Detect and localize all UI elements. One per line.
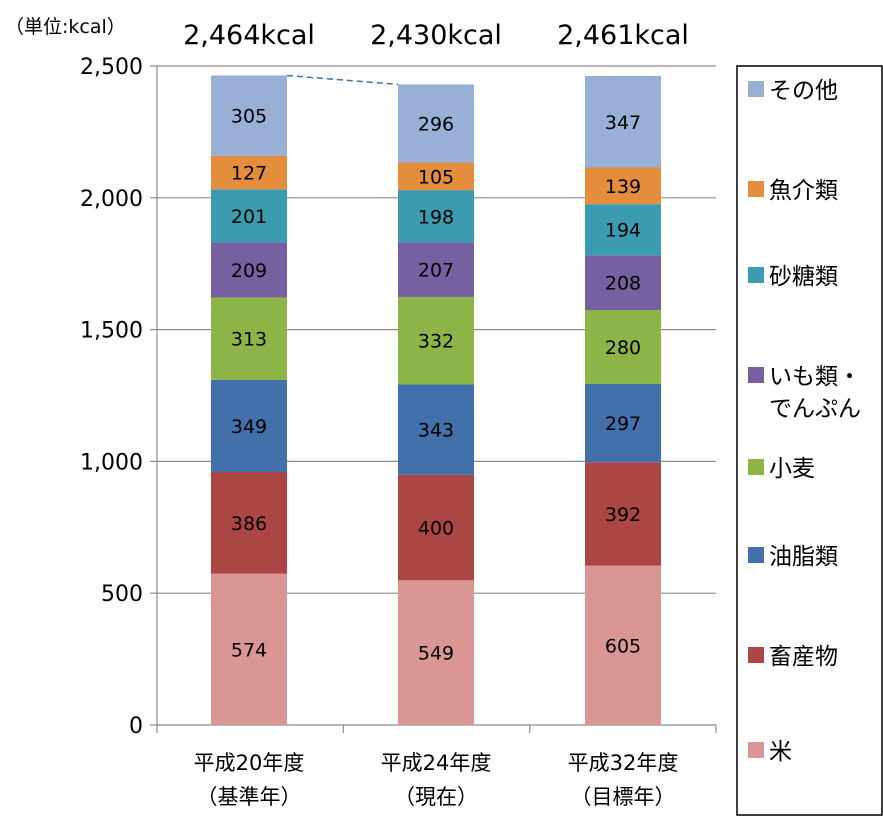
- segment-value-label: 313: [231, 329, 267, 351]
- segment-value-label: 392: [605, 504, 641, 526]
- legend-label: 小麦: [769, 456, 815, 482]
- segment-labels: 574 386 349 313 209 201 127 305 549 400 343 332 207 1…: [231, 106, 641, 665]
- bar-segment: [585, 310, 661, 384]
- y-tick-label: 2,500: [80, 55, 143, 80]
- legend-label: 砂糖類: [769, 264, 838, 290]
- segment-value-label: 280: [605, 337, 641, 359]
- segment-value-label: 349: [231, 416, 267, 438]
- bar-segment: [211, 75, 287, 156]
- y-tick-label: 1,500: [80, 319, 143, 344]
- category-label: 平成20年度: [194, 751, 305, 775]
- y-tick-label: 500: [101, 582, 143, 607]
- segment-value-label: 297: [605, 413, 641, 435]
- segment-value-label: 201: [231, 206, 267, 228]
- legend-swatch: [748, 547, 764, 563]
- segment-value-label: 343: [418, 420, 454, 442]
- bar-segment: [211, 471, 287, 574]
- bar-segment: [585, 462, 661, 566]
- legend-swatch: [748, 367, 764, 383]
- segment-value-label: 208: [605, 273, 641, 295]
- segment-value-label: 194: [605, 220, 641, 242]
- legend-label: 油脂類: [769, 544, 838, 570]
- bar-segment: [398, 242, 474, 297]
- segment-value-label: 105: [418, 166, 454, 188]
- segment-value-label: 127: [231, 163, 267, 185]
- y-tick-label: 2,000: [80, 187, 143, 212]
- bar-segment: [585, 255, 661, 311]
- unit-label: （単位:kcal）: [5, 16, 126, 38]
- segment-value-label: 296: [418, 113, 454, 135]
- category-label: （現在）: [394, 785, 478, 809]
- legend-swatch: [748, 81, 764, 97]
- bar-segment: [585, 76, 661, 168]
- bar-segment: [585, 204, 661, 256]
- segment-value-label: 605: [605, 635, 641, 657]
- segment-value-label: 305: [231, 106, 267, 128]
- segment-value-label: 574: [231, 639, 267, 661]
- segment-value-label: 400: [418, 518, 454, 540]
- legend-label: 畜産物: [769, 644, 838, 670]
- legend-label: その他: [769, 78, 838, 104]
- legend-swatch: [748, 742, 764, 758]
- bar-segment: [398, 84, 474, 163]
- bar-segment: [585, 565, 661, 725]
- bar-segment: [398, 384, 474, 475]
- legend-box: [736, 65, 883, 816]
- legend-swatch: [748, 181, 764, 197]
- category-label: 平成24年度: [381, 751, 492, 775]
- bar-segment: [211, 189, 287, 243]
- category-label: （基準年）: [197, 785, 302, 809]
- category-labels: 平成20年度 （基準年） 平成24年度 （現在） 平成32年度 （目標年）: [194, 751, 679, 809]
- bar-segment: [211, 242, 287, 298]
- segment-value-label: 332: [418, 331, 454, 353]
- legend-swatch: [748, 267, 764, 283]
- total-label: 2,464kcal: [183, 20, 315, 51]
- segment-value-label: 209: [231, 260, 267, 282]
- bar-segment: [398, 190, 474, 243]
- y-tick-label: 1,000: [80, 450, 143, 475]
- bar-segment: [211, 379, 287, 472]
- category-label: （目標年）: [571, 785, 676, 809]
- y-tick-label: 0: [129, 714, 143, 739]
- bar-segment: [211, 573, 287, 725]
- segment-value-label: 386: [231, 513, 267, 535]
- bar-segment: [211, 155, 287, 190]
- legend-label: 米: [769, 739, 792, 765]
- bar-segment: [398, 474, 474, 581]
- segment-value-label: 347: [605, 112, 641, 134]
- trend-connector: [286, 74, 399, 86]
- total-label: 2,461kcal: [557, 20, 689, 51]
- bar-segment: [398, 162, 474, 191]
- legend-label: でんぷん: [769, 396, 861, 422]
- segment-value-label: 139: [605, 176, 641, 198]
- total-label: 2,430kcal: [370, 20, 502, 51]
- segment-value-label: 207: [418, 260, 454, 282]
- legend-swatch: [748, 459, 764, 475]
- category-label: 平成32年度: [568, 751, 679, 775]
- bar-segment: [211, 297, 287, 380]
- legend-swatch: [748, 647, 764, 663]
- segment-value-label: 198: [418, 206, 454, 228]
- total-labels: 2,464kcal 2,430kcal 2,461kcal: [183, 20, 689, 51]
- bars: [211, 74, 661, 725]
- bar-segment: [398, 296, 474, 385]
- legend-label: 魚介類: [769, 178, 838, 204]
- segment-value-label: 549: [418, 643, 454, 665]
- y-axis-ticks: 0 500 1,000 1,500 2,000 2,500: [80, 55, 143, 739]
- legend-label: いも類・: [769, 364, 861, 390]
- bar-segment: [585, 167, 661, 205]
- bar-segment: [585, 383, 661, 463]
- bar-segment: [398, 580, 474, 725]
